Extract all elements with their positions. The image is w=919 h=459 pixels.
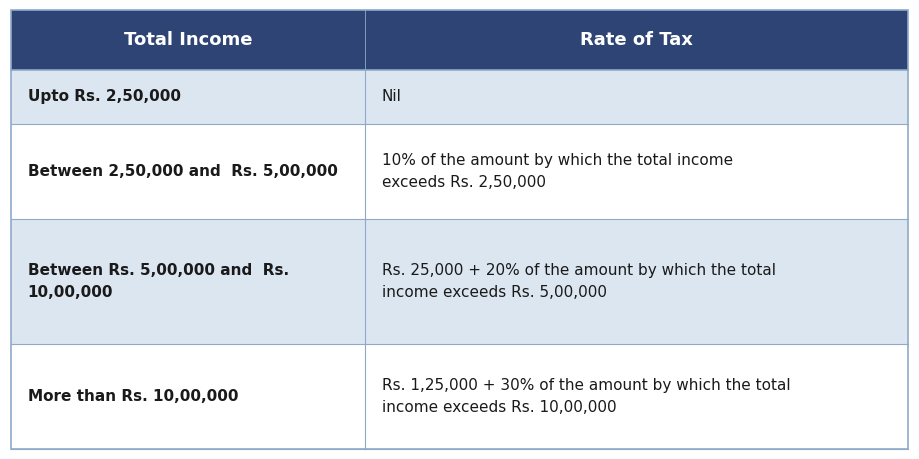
Text: 10,00,000: 10,00,000 (28, 285, 113, 300)
Text: Between Rs. 5,00,000 and  Rs.: Between Rs. 5,00,000 and Rs. (28, 263, 289, 278)
Text: Nil: Nil (382, 90, 402, 105)
Text: income exceeds Rs. 10,00,000: income exceeds Rs. 10,00,000 (382, 400, 617, 415)
Bar (11, 344, 908, 449)
Bar (11, 219, 908, 344)
Text: exceeds Rs. 2,50,000: exceeds Rs. 2,50,000 (382, 175, 546, 190)
Text: Total Income: Total Income (124, 31, 253, 49)
Bar (11, 123, 908, 219)
Text: Rs. 1,25,000 + 30% of the amount by which the total: Rs. 1,25,000 + 30% of the amount by whic… (382, 378, 790, 393)
Text: 10% of the amount by which the total income: 10% of the amount by which the total inc… (382, 153, 733, 168)
Text: Rate of Tax: Rate of Tax (580, 31, 693, 49)
Text: Between 2,50,000 and  Rs. 5,00,000: Between 2,50,000 and Rs. 5,00,000 (28, 164, 337, 179)
Text: income exceeds Rs. 5,00,000: income exceeds Rs. 5,00,000 (382, 285, 607, 300)
Bar (11, 10, 908, 70)
Text: Rs. 25,000 + 20% of the amount by which the total: Rs. 25,000 + 20% of the amount by which … (382, 263, 776, 278)
Bar (11, 70, 908, 123)
Text: Upto Rs. 2,50,000: Upto Rs. 2,50,000 (28, 90, 180, 105)
Text: More than Rs. 10,00,000: More than Rs. 10,00,000 (28, 389, 238, 404)
